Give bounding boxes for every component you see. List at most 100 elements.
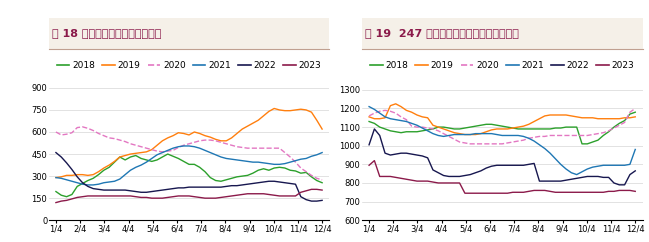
Legend: 2018, 2019, 2020, 2021, 2022, 2023: 2018, 2019, 2020, 2021, 2022, 2023 xyxy=(366,57,638,74)
2023 xyxy=(137,196,145,199)
2018 xyxy=(313,179,321,182)
2022 xyxy=(626,173,634,176)
2021 xyxy=(445,134,453,137)
2021 xyxy=(541,147,548,150)
Line: 2018: 2018 xyxy=(56,154,322,197)
2019 xyxy=(365,115,373,118)
2023 xyxy=(308,188,315,191)
2018 xyxy=(631,111,639,114)
2021 xyxy=(137,164,145,166)
Line: 2023: 2023 xyxy=(369,161,635,193)
Line: 2021: 2021 xyxy=(56,146,322,185)
2022 xyxy=(318,199,326,202)
2021 xyxy=(238,159,246,162)
2021 xyxy=(116,178,124,181)
2018 xyxy=(557,127,565,129)
2020 xyxy=(233,145,241,148)
2023 xyxy=(52,201,60,204)
2022 xyxy=(631,169,639,172)
2020 xyxy=(424,127,432,129)
2022 xyxy=(308,200,315,203)
2022 xyxy=(313,200,321,203)
2022 xyxy=(110,189,118,191)
Line: 2018: 2018 xyxy=(369,112,635,144)
Line: 2020: 2020 xyxy=(369,108,635,144)
2019 xyxy=(313,119,321,122)
Line: 2022: 2022 xyxy=(369,129,635,185)
2018 xyxy=(424,129,432,131)
2022 xyxy=(562,179,570,182)
2021 xyxy=(143,161,151,164)
2022 xyxy=(456,175,463,178)
2023 xyxy=(132,195,140,198)
2019 xyxy=(137,151,145,154)
Line: 2020: 2020 xyxy=(56,127,322,180)
2018 xyxy=(238,175,246,178)
Line: 2019: 2019 xyxy=(56,108,322,178)
2020 xyxy=(562,134,570,137)
2019 xyxy=(450,131,458,134)
Text: 图 19  247 家样本钢厂焦煤库存：周：万吨: 图 19 247 家样本钢厂焦煤库存：周：万吨 xyxy=(365,28,519,38)
2021 xyxy=(318,151,326,154)
2021 xyxy=(557,163,565,166)
2018 xyxy=(254,169,262,172)
2018 xyxy=(445,127,453,129)
Line: 2022: 2022 xyxy=(56,153,322,201)
2023 xyxy=(313,188,321,191)
2018 xyxy=(450,128,458,130)
Legend: 2018, 2019, 2020, 2021, 2022, 2023: 2018, 2019, 2020, 2021, 2022, 2023 xyxy=(53,57,325,74)
2018 xyxy=(143,159,151,161)
2022 xyxy=(132,190,140,193)
2019 xyxy=(567,114,575,117)
2018 xyxy=(365,120,373,123)
2020 xyxy=(445,135,453,138)
2023 xyxy=(318,189,326,191)
2021 xyxy=(631,148,639,151)
2021 xyxy=(365,105,373,108)
2022 xyxy=(371,128,378,130)
2022 xyxy=(450,175,458,178)
2023 xyxy=(371,159,378,162)
2018 xyxy=(318,181,326,184)
2020 xyxy=(313,177,321,180)
2020 xyxy=(137,145,145,148)
2020 xyxy=(467,142,474,145)
2023 xyxy=(228,195,236,197)
2019 xyxy=(626,116,634,119)
2021 xyxy=(84,183,92,186)
2022 xyxy=(429,168,437,171)
2019 xyxy=(318,128,326,130)
2021 xyxy=(626,163,634,166)
2022 xyxy=(137,191,145,194)
2018 xyxy=(63,195,71,198)
2023 xyxy=(456,182,463,184)
2021 xyxy=(573,173,581,176)
2018 xyxy=(137,157,145,160)
2019 xyxy=(461,133,469,136)
2019 xyxy=(392,102,400,105)
2020 xyxy=(79,125,86,128)
2022 xyxy=(546,180,554,182)
2023 xyxy=(567,191,575,194)
2020 xyxy=(318,178,326,181)
2023 xyxy=(552,191,559,194)
2023 xyxy=(365,164,373,167)
2021 xyxy=(450,133,458,136)
2019 xyxy=(228,136,236,139)
2021 xyxy=(180,144,188,147)
2023 xyxy=(631,190,639,193)
Line: 2023: 2023 xyxy=(56,189,322,203)
2023 xyxy=(110,195,118,197)
2020 xyxy=(249,147,257,150)
2019 xyxy=(110,160,118,163)
Line: 2021: 2021 xyxy=(369,107,635,174)
2019 xyxy=(52,176,60,179)
2022 xyxy=(243,183,251,186)
2022 xyxy=(228,184,236,187)
2018 xyxy=(116,156,124,159)
2021 xyxy=(52,176,60,179)
2019 xyxy=(456,132,463,135)
2023 xyxy=(429,181,437,183)
2020 xyxy=(626,111,634,114)
2020 xyxy=(631,107,639,110)
